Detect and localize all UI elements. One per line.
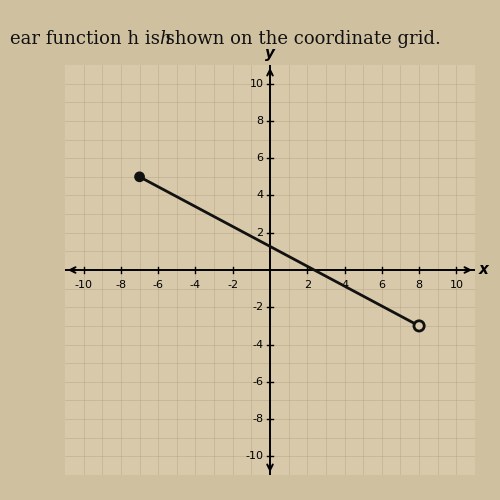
Text: 2: 2 bbox=[256, 228, 264, 237]
Text: -2: -2 bbox=[252, 302, 264, 312]
Text: y: y bbox=[265, 46, 275, 62]
Text: ear function h is shown on the coordinate grid.: ear function h is shown on the coordinat… bbox=[10, 30, 441, 48]
Text: -2: -2 bbox=[227, 280, 238, 290]
Text: -4: -4 bbox=[252, 340, 264, 349]
Text: x: x bbox=[478, 262, 488, 278]
Text: 10: 10 bbox=[250, 78, 264, 88]
Text: -8: -8 bbox=[252, 414, 264, 424]
Text: -6: -6 bbox=[152, 280, 164, 290]
Text: 8: 8 bbox=[416, 280, 422, 290]
Text: 8: 8 bbox=[256, 116, 264, 126]
Text: -8: -8 bbox=[116, 280, 126, 290]
Text: 4: 4 bbox=[256, 190, 264, 200]
Text: 10: 10 bbox=[450, 280, 464, 290]
Text: -10: -10 bbox=[246, 452, 264, 462]
Text: h: h bbox=[159, 30, 170, 48]
Text: 2: 2 bbox=[304, 280, 311, 290]
Text: -6: -6 bbox=[252, 377, 264, 387]
Text: 6: 6 bbox=[256, 153, 264, 163]
Text: 6: 6 bbox=[378, 280, 386, 290]
Text: 4: 4 bbox=[341, 280, 348, 290]
Circle shape bbox=[135, 172, 144, 182]
Text: -10: -10 bbox=[74, 280, 92, 290]
Text: -4: -4 bbox=[190, 280, 201, 290]
Circle shape bbox=[414, 321, 424, 331]
